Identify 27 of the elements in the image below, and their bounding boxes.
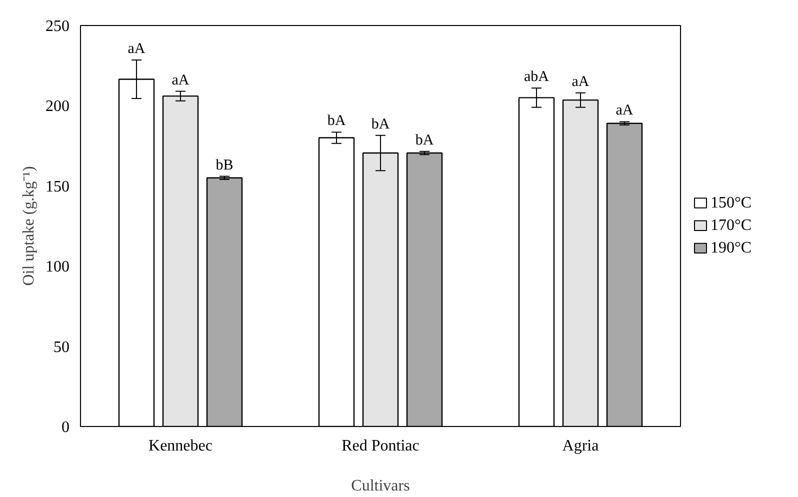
bar: [606, 122, 643, 426]
y-tick-label: 200: [46, 98, 70, 116]
x-axis-title: Cultivars: [351, 478, 410, 494]
data-label: bA: [415, 132, 434, 148]
data-label: bA: [327, 113, 346, 130]
legend-label: 190°C: [710, 240, 752, 257]
x-tick-label: Red Pontiac: [342, 438, 420, 454]
y-tick-label: 250: [46, 18, 70, 35]
data-label: bA: [371, 116, 390, 132]
y-tick-label: 100: [46, 258, 70, 276]
y-tick-label: 150: [46, 178, 70, 196]
y-axis-title: Oil uptake (g.kg⁻¹): [20, 166, 38, 286]
data-label: aA: [572, 74, 590, 90]
data-label: aA: [616, 102, 634, 119]
data-label: abA: [524, 69, 550, 86]
data-label: bB: [216, 157, 234, 174]
legend-label: 170°C: [710, 217, 752, 234]
bar: [162, 95, 199, 426]
data-label: aA: [128, 40, 146, 57]
y-tick-label: 0: [62, 419, 70, 436]
legend-label: 150°C: [710, 194, 752, 212]
bar: [206, 177, 243, 426]
bar: [406, 152, 443, 426]
data-label: aA: [172, 72, 190, 88]
x-tick-label: Agria: [562, 438, 599, 454]
y-tick-label: 50: [54, 338, 70, 356]
x-tick-label: Kennebec: [148, 438, 212, 454]
